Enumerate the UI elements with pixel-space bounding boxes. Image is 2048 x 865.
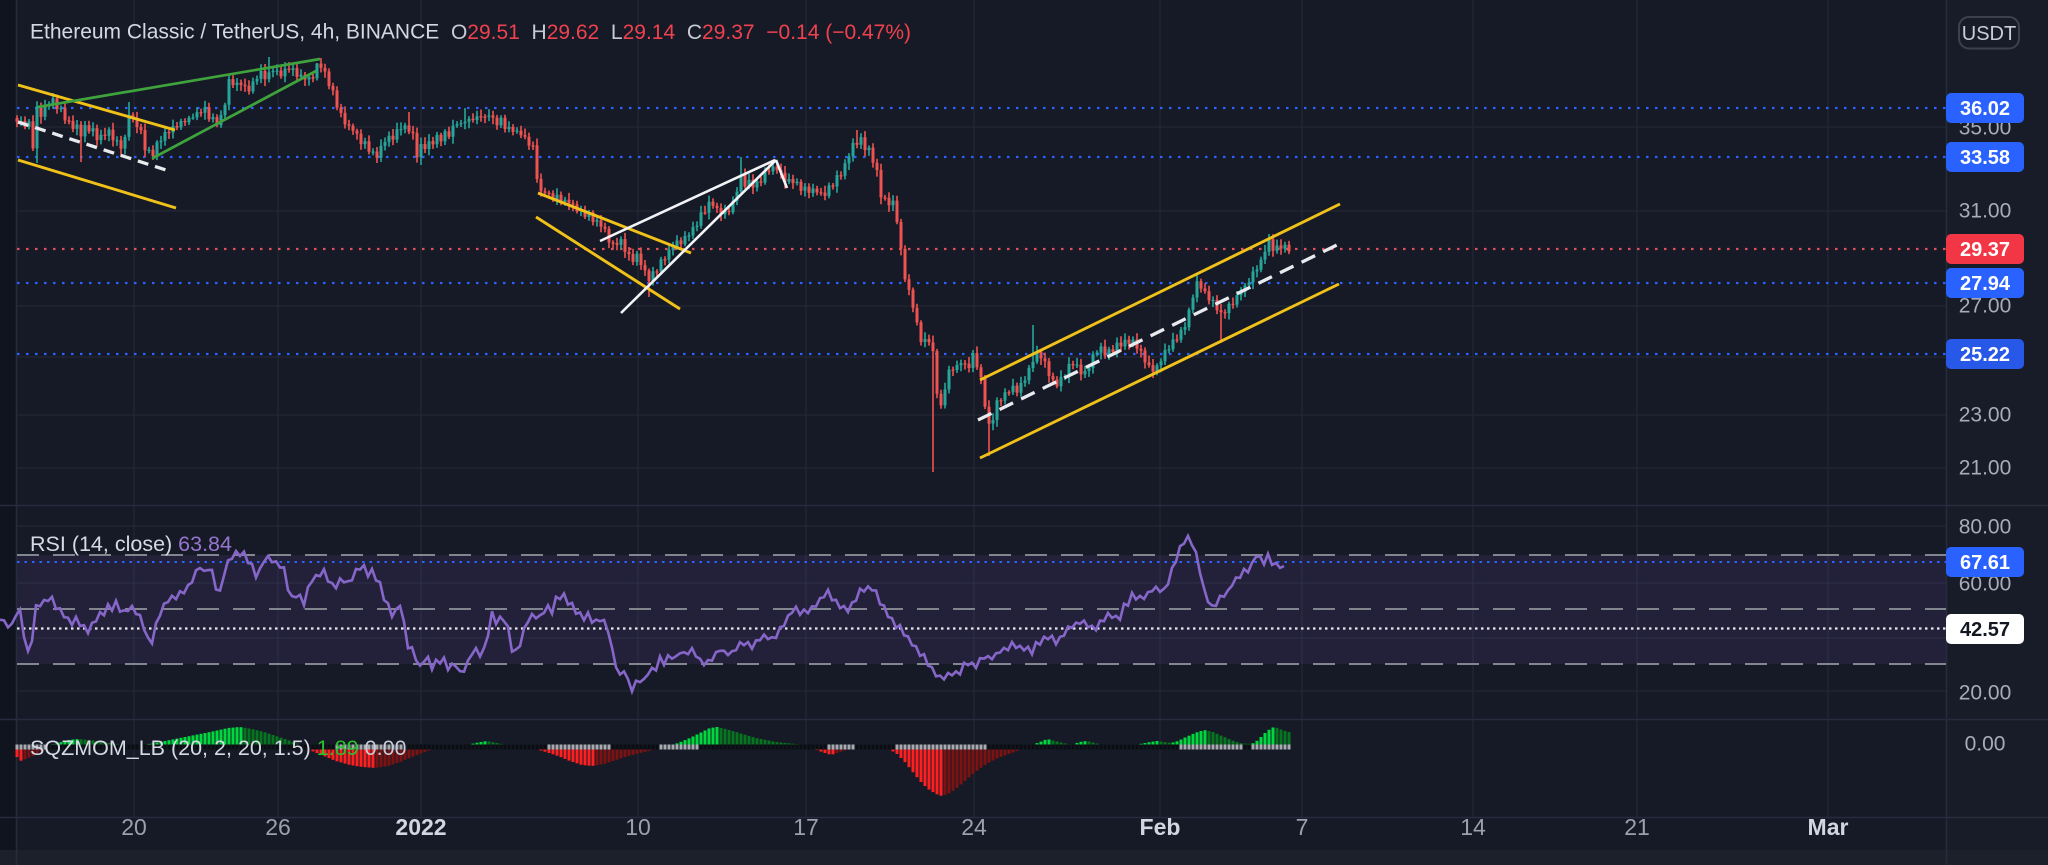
- svg-text:Feb: Feb: [1140, 814, 1181, 840]
- svg-text:29.37: 29.37: [1960, 239, 2010, 261]
- svg-text:80.00: 80.00: [1959, 516, 2012, 539]
- svg-text:25.22: 25.22: [1960, 344, 2010, 366]
- svg-text:RSI (14, close) 63.84: RSI (14, close) 63.84: [30, 532, 232, 556]
- svg-text:60.00: 60.00: [1959, 573, 2012, 596]
- svg-text:31.00: 31.00: [1959, 200, 2012, 223]
- svg-text:67.61: 67.61: [1960, 552, 2010, 574]
- svg-text:Mar: Mar: [1808, 814, 1849, 840]
- svg-text:23.00: 23.00: [1959, 404, 2012, 427]
- svg-text:27.94: 27.94: [1960, 273, 2011, 295]
- svg-text:17: 17: [793, 814, 819, 840]
- svg-text:33.58: 33.58: [1960, 147, 2010, 169]
- svg-text:27.00: 27.00: [1959, 295, 2012, 318]
- svg-text:21: 21: [1624, 814, 1650, 840]
- svg-text:7: 7: [1296, 814, 1309, 840]
- svg-text:SQZMOM_LB (20, 2, 20, 1.5) 1.8: SQZMOM_LB (20, 2, 20, 1.5) 1.89 0.00: [30, 736, 407, 760]
- svg-text:0.00: 0.00: [1965, 733, 2006, 756]
- svg-text:USDT: USDT: [1962, 23, 2016, 45]
- svg-text:42.57: 42.57: [1960, 619, 2010, 641]
- svg-text:Ethereum Classic / TetherUS, 4: Ethereum Classic / TetherUS, 4h, BINANCE…: [30, 21, 911, 44]
- svg-text:24: 24: [961, 814, 987, 840]
- svg-text:20.00: 20.00: [1959, 682, 2012, 705]
- svg-text:21.00: 21.00: [1959, 457, 2012, 480]
- svg-text:2022: 2022: [395, 814, 446, 840]
- svg-text:20: 20: [121, 814, 147, 840]
- svg-text:14: 14: [1460, 814, 1486, 840]
- svg-text:26: 26: [265, 814, 291, 840]
- svg-text:10: 10: [625, 814, 651, 840]
- svg-text:36.02: 36.02: [1960, 98, 2010, 120]
